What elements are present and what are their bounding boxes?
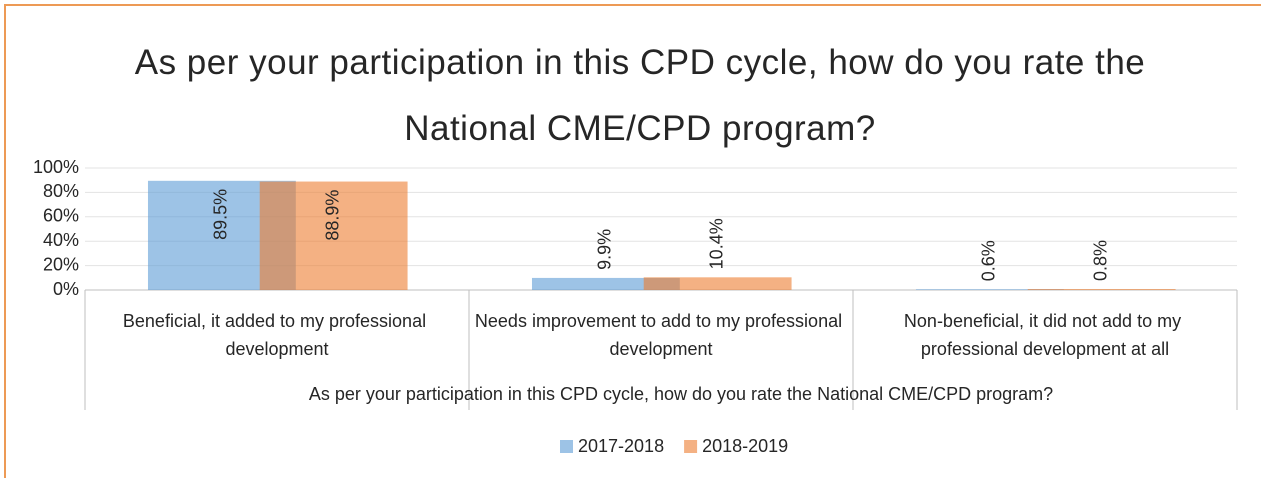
y-tick-label: 80% (43, 181, 79, 201)
x-tick-label: Beneficial, it added to my professional … (123, 311, 431, 359)
y-tick-label: 100% (33, 157, 79, 177)
value-label: 88.9% (322, 190, 342, 241)
y-tick-label: 20% (43, 254, 79, 274)
bar (1027, 289, 1176, 290)
bar (531, 277, 680, 290)
value-label: 0.6% (979, 240, 999, 281)
bar (915, 289, 1064, 290)
bar (643, 277, 792, 290)
value-label: 10.4% (706, 218, 726, 269)
x-tick-label: Needs improvement to add to my professio… (475, 311, 847, 359)
x-tick-label-line: Non-beneficial, it did not add to my (904, 311, 1186, 331)
x-tick-label-line: professional development at all (921, 339, 1169, 359)
chart-title: As per your participation in this CPD cy… (134, 43, 1146, 148)
x-axis-title: As per your participation in this CPD cy… (309, 384, 1053, 404)
value-label: 89.5% (211, 189, 231, 240)
x-tick-label-line: development (225, 339, 328, 359)
value-label: 9.9% (595, 229, 615, 270)
value-label: 0.8% (1090, 240, 1110, 281)
legend-label: 2018-2019 (702, 436, 788, 456)
y-tick-label: 0% (53, 279, 79, 299)
legend-label: 2017-2018 (578, 436, 664, 456)
y-tick-label: 40% (43, 230, 79, 250)
x-tick-label-line: Beneficial, it added to my professional (123, 311, 431, 331)
chart-frame (4, 4, 1261, 478)
legend-swatch (684, 440, 698, 453)
legend-swatch (560, 440, 573, 453)
y-tick-label: 60% (43, 206, 79, 226)
bar (259, 181, 408, 290)
x-tick-label-line: Needs improvement to add to my professio… (475, 311, 847, 331)
x-tick-label-line: development (609, 339, 712, 359)
x-tick-label: Non-beneficial, it did not add to my pro… (904, 311, 1186, 359)
